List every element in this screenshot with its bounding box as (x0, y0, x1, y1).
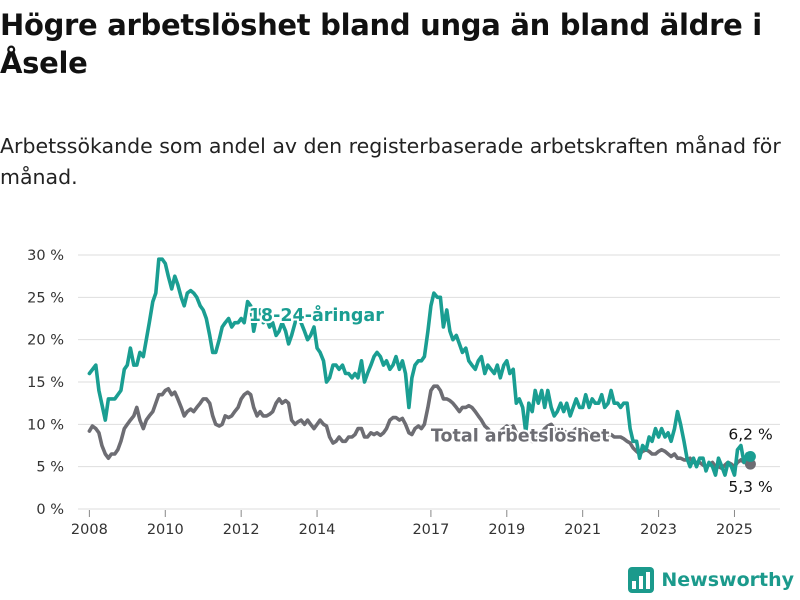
chart-lines (87, 257, 756, 477)
x-axis: 2008 2010 2012 2014 2017 2019 2021 2023 2025 (71, 510, 753, 538)
end-label-total: 5,3 % (728, 478, 772, 496)
series-label-youth: 18-24-åringar (249, 304, 384, 326)
x-tick-label-2019: 2019 (488, 522, 525, 538)
y-tick-label-10: 10 % (27, 417, 64, 433)
y-tick-label-5: 5 % (36, 460, 64, 476)
x-tick-label-2025: 2025 (716, 522, 753, 538)
y-axis: 0 % 5 % 10 % 15 % 20 % 25 % 30 % (27, 248, 64, 518)
series-line-youth (87, 257, 753, 477)
x-tick-label-2012: 2012 (223, 522, 260, 538)
newsworthy-logo-icon (628, 567, 655, 593)
x-tick-label-2023: 2023 (640, 522, 677, 538)
y-tick-label-30: 30 % (27, 248, 64, 264)
newsworthy-logo: Newsworthy (628, 565, 794, 595)
y-tick-label-25: 25 % (27, 290, 64, 306)
x-tick-label-2014: 2014 (299, 522, 336, 538)
end-label-youth: 6,2 % (728, 426, 772, 444)
x-tick-label-2017: 2017 (412, 522, 449, 538)
brand-name: Newsworthy (661, 569, 794, 591)
chart-title: Högre arbetslöshet bland unga än bland ä… (0, 8, 762, 80)
y-tick-label-15: 15 % (27, 375, 64, 391)
chart-grid (78, 254, 780, 510)
chart-subtitle: Arbetssökande som andel av den registerb… (0, 134, 781, 189)
series-label-total: Total arbetslöshet (431, 426, 610, 446)
x-tick-label-2008: 2008 (71, 522, 108, 538)
x-tick-label-2021: 2021 (564, 522, 601, 538)
y-tick-label-0: 0 % (36, 502, 64, 518)
chart-labels: 18-24-åringar Total arbetslöshet 6,2 % 5,3 … (247, 302, 773, 496)
x-tick-label-2010: 2010 (147, 522, 184, 538)
series-endpoint-youth (744, 451, 756, 463)
series-endpoint-total (744, 458, 756, 470)
series-line-total (87, 384, 753, 471)
y-tick-label-20: 20 % (27, 333, 64, 349)
